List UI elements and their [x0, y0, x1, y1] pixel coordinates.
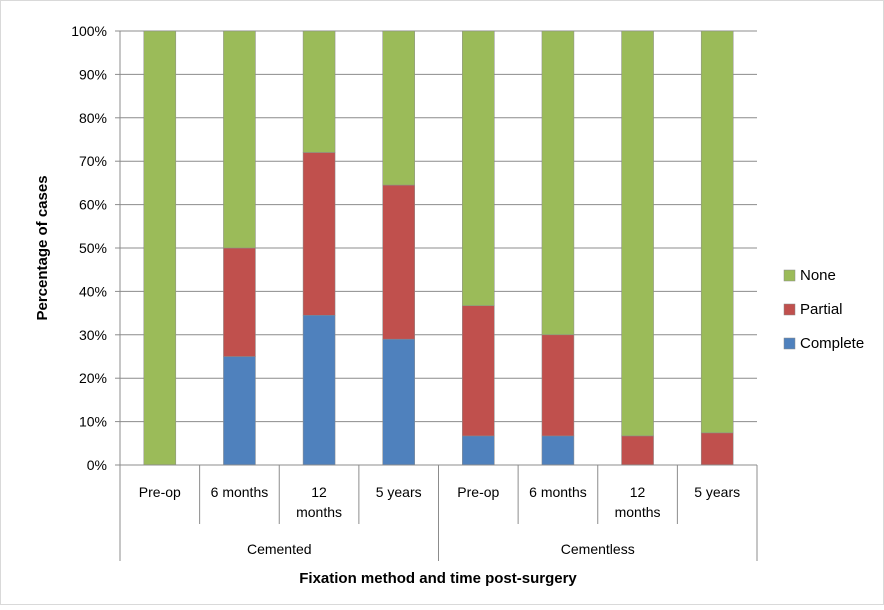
legend-label-partial: Partial — [800, 301, 843, 318]
x-tick-label: months — [296, 504, 342, 520]
legend-label-none: None — [800, 267, 836, 284]
y-axis: 0% 10% 20% 30% 40% 50% 60% 70% 80% 90% 100% — [71, 23, 121, 473]
x-tick-label: 5 years — [694, 484, 740, 500]
legend-label-complete: Complete — [800, 335, 864, 352]
legend-swatch-complete — [783, 337, 796, 350]
y-axis-label: Percentage of cases — [34, 175, 51, 320]
x-tick-label: months — [615, 504, 661, 520]
y-tick-label: 70% — [79, 153, 107, 169]
bar-none — [700, 30, 734, 434]
y-tick-label: 100% — [71, 23, 107, 39]
bars — [143, 30, 734, 466]
bar-partial — [541, 334, 575, 437]
x-axis: Pre-op 6 months 12 months 5 years Pre-op 6 mon… — [119, 464, 758, 561]
y-tick-label: 0% — [87, 457, 107, 473]
bar-partial — [302, 152, 336, 316]
bar-none — [462, 30, 495, 306]
bar-none — [541, 30, 575, 336]
y-tick-label: 20% — [79, 370, 107, 386]
bar-partial — [621, 435, 654, 466]
bar-none — [382, 30, 415, 186]
y-tick-label: 30% — [79, 327, 107, 343]
bar-complete — [462, 435, 495, 466]
bar-partial — [223, 247, 256, 357]
x-axis-label: Fixation method and time post-surgery — [299, 570, 577, 587]
x-group-label: Cemented — [247, 541, 312, 557]
bar-partial — [462, 305, 495, 437]
legend: None Partial Complete — [783, 267, 864, 352]
bar-none — [223, 30, 256, 249]
x-tick-label: 12 — [311, 484, 327, 500]
bar-none — [621, 30, 654, 437]
y-tick-label: 60% — [79, 197, 107, 213]
bar-complete — [302, 315, 336, 466]
bar-partial — [700, 432, 734, 466]
legend-swatch-none — [783, 269, 796, 282]
bar-none — [143, 30, 177, 466]
x-tick-label: 6 months — [211, 484, 269, 500]
bar-complete — [223, 356, 256, 466]
x-tick-label: 6 months — [529, 484, 587, 500]
x-tick-label: 5 years — [376, 484, 422, 500]
x-tick-label: Pre-op — [457, 484, 499, 500]
legend-swatch-partial — [783, 303, 796, 316]
bar-complete — [382, 338, 415, 466]
bar-partial — [382, 184, 415, 340]
x-group-label: Cementless — [561, 541, 635, 557]
x-tick-label: Pre-op — [139, 484, 181, 500]
bar-complete — [541, 435, 575, 466]
x-tick-label: 12 — [630, 484, 646, 500]
bar-none — [302, 30, 336, 153]
y-tick-label: 40% — [79, 283, 107, 299]
y-tick-label: 90% — [79, 66, 107, 82]
y-tick-label: 80% — [79, 110, 107, 126]
y-tick-label: 50% — [79, 240, 107, 256]
y-tick-label: 10% — [79, 414, 107, 430]
